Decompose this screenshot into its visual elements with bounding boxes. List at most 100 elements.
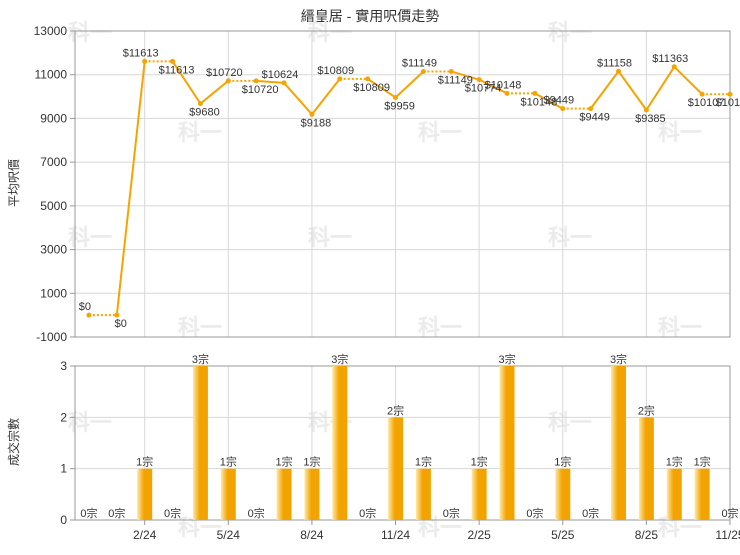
price-point <box>504 90 510 96</box>
price-data-label: $10809 <box>317 65 354 77</box>
price-data-label: $10720 <box>206 67 243 79</box>
count-bar <box>192 366 208 520</box>
count-data-label: 1宗 <box>554 455 571 469</box>
price-point <box>142 58 148 64</box>
price-point <box>727 91 733 97</box>
price-line-segment <box>283 82 313 115</box>
price-plot: 13000 11000 9000 7000 5000 3000 1000 -1000 $0 $0 $… <box>34 24 740 344</box>
watermark-text: 科一 <box>178 120 222 145</box>
price-data-label: $9959 <box>384 100 415 112</box>
count-data-label: 1宗 <box>471 455 488 469</box>
price-line-segment <box>617 70 648 111</box>
price-line-segment <box>115 61 146 316</box>
price-point <box>699 91 705 97</box>
watermark-text: 科一 <box>548 20 592 45</box>
watermark-text: 科一 <box>418 120 462 145</box>
count-plot: 3 2 1 0 2/24 5/24 8/24 11/24 2/25 5/25 8/25 11/25 0宗… <box>60 352 740 542</box>
price-line-segment <box>394 70 425 99</box>
count-bar <box>415 468 431 520</box>
price-data-label: $9188 <box>301 117 332 129</box>
count-axis-label: 成交宗數 <box>6 418 21 466</box>
count-data-label: 2宗 <box>638 403 655 417</box>
price-data-label: $11158 <box>597 57 632 69</box>
price-point <box>86 312 92 318</box>
y-tick-label: 1 <box>60 462 67 476</box>
count-data-label: 0宗 <box>443 506 460 520</box>
count-bar <box>304 468 320 520</box>
count-bar <box>276 468 292 520</box>
count-bar <box>220 468 236 520</box>
price-point <box>281 80 287 86</box>
count-bar <box>388 417 404 520</box>
price-data-label: $10774 <box>465 83 502 95</box>
count-data-label: 1宗 <box>136 455 153 469</box>
count-data-label: 1宗 <box>694 455 711 469</box>
price-point <box>309 111 315 117</box>
price-line-segment <box>645 66 676 111</box>
y-tick-label: 7000 <box>40 155 67 169</box>
price-data-label: $10809 <box>353 82 390 94</box>
price-data-label: $10148 <box>485 79 522 91</box>
count-data-label: 1宗 <box>303 455 320 469</box>
count-data-label: 0宗 <box>582 506 599 520</box>
x-tick-label: 5/24 <box>217 528 241 542</box>
x-tick-label: 2/25 <box>467 528 491 542</box>
count-data-label: 0宗 <box>80 506 97 520</box>
x-tick-label: 11/24 <box>381 528 410 542</box>
x-tick-label: 11/25 <box>715 528 740 542</box>
price-line-segment <box>673 66 703 95</box>
watermark-text: 科一 <box>308 20 352 45</box>
y-tick-label: 1000 <box>40 286 67 300</box>
price-point <box>448 68 454 74</box>
price-point <box>225 78 231 84</box>
price-point <box>197 101 203 107</box>
count-data-label: 0宗 <box>248 506 265 520</box>
count-bar <box>471 468 487 520</box>
count-bar <box>694 468 710 520</box>
price-line-segment <box>199 80 229 105</box>
price-point <box>671 64 677 70</box>
price-line-segment <box>311 78 341 115</box>
price-line-segment <box>450 70 480 81</box>
watermark-text: 科一 <box>308 225 352 250</box>
price-data-label: $10107 <box>716 97 740 109</box>
price-point <box>560 106 566 112</box>
price-data-label: $9680 <box>189 107 220 119</box>
x-tick-label: 8/25 <box>635 528 659 542</box>
count-data-label: 0宗 <box>359 506 376 520</box>
price-data-label: $9449 <box>543 95 574 107</box>
count-bar <box>332 366 348 520</box>
price-point <box>643 107 649 113</box>
count-data-label: 0宗 <box>108 506 125 520</box>
price-data-label: $9385 <box>635 113 666 125</box>
price-line-segment <box>589 70 620 110</box>
price-data-label: $10148 <box>521 96 558 108</box>
price-data-label: $11149 <box>438 74 473 86</box>
y-tick-label: -1000 <box>36 330 67 344</box>
price-data-label: $11613 <box>123 47 159 59</box>
count-data-label: 1宗 <box>666 455 683 469</box>
y-tick-label: 13000 <box>34 24 68 38</box>
count-bar <box>555 468 571 520</box>
count-bar <box>611 366 627 520</box>
count-data-label: 2宗 <box>387 403 404 417</box>
count-data-label: 3宗 <box>498 352 515 366</box>
count-bar <box>499 366 515 520</box>
y-tick-label: 3 <box>60 359 67 373</box>
price-point <box>532 90 538 96</box>
count-data-label: 3宗 <box>192 352 209 366</box>
price-data-label: $10720 <box>242 84 279 96</box>
watermark-text: 科一 <box>178 315 222 340</box>
count-data-label: 3宗 <box>331 352 348 366</box>
plot-frame <box>74 30 731 338</box>
price-data-label: $10107 <box>688 97 725 109</box>
count-bar <box>666 468 682 520</box>
count-bar <box>638 417 654 520</box>
price-point <box>253 78 259 84</box>
price-point <box>420 68 426 74</box>
price-data-label: $11363 <box>652 53 688 65</box>
count-data-label: 1宗 <box>275 455 292 469</box>
